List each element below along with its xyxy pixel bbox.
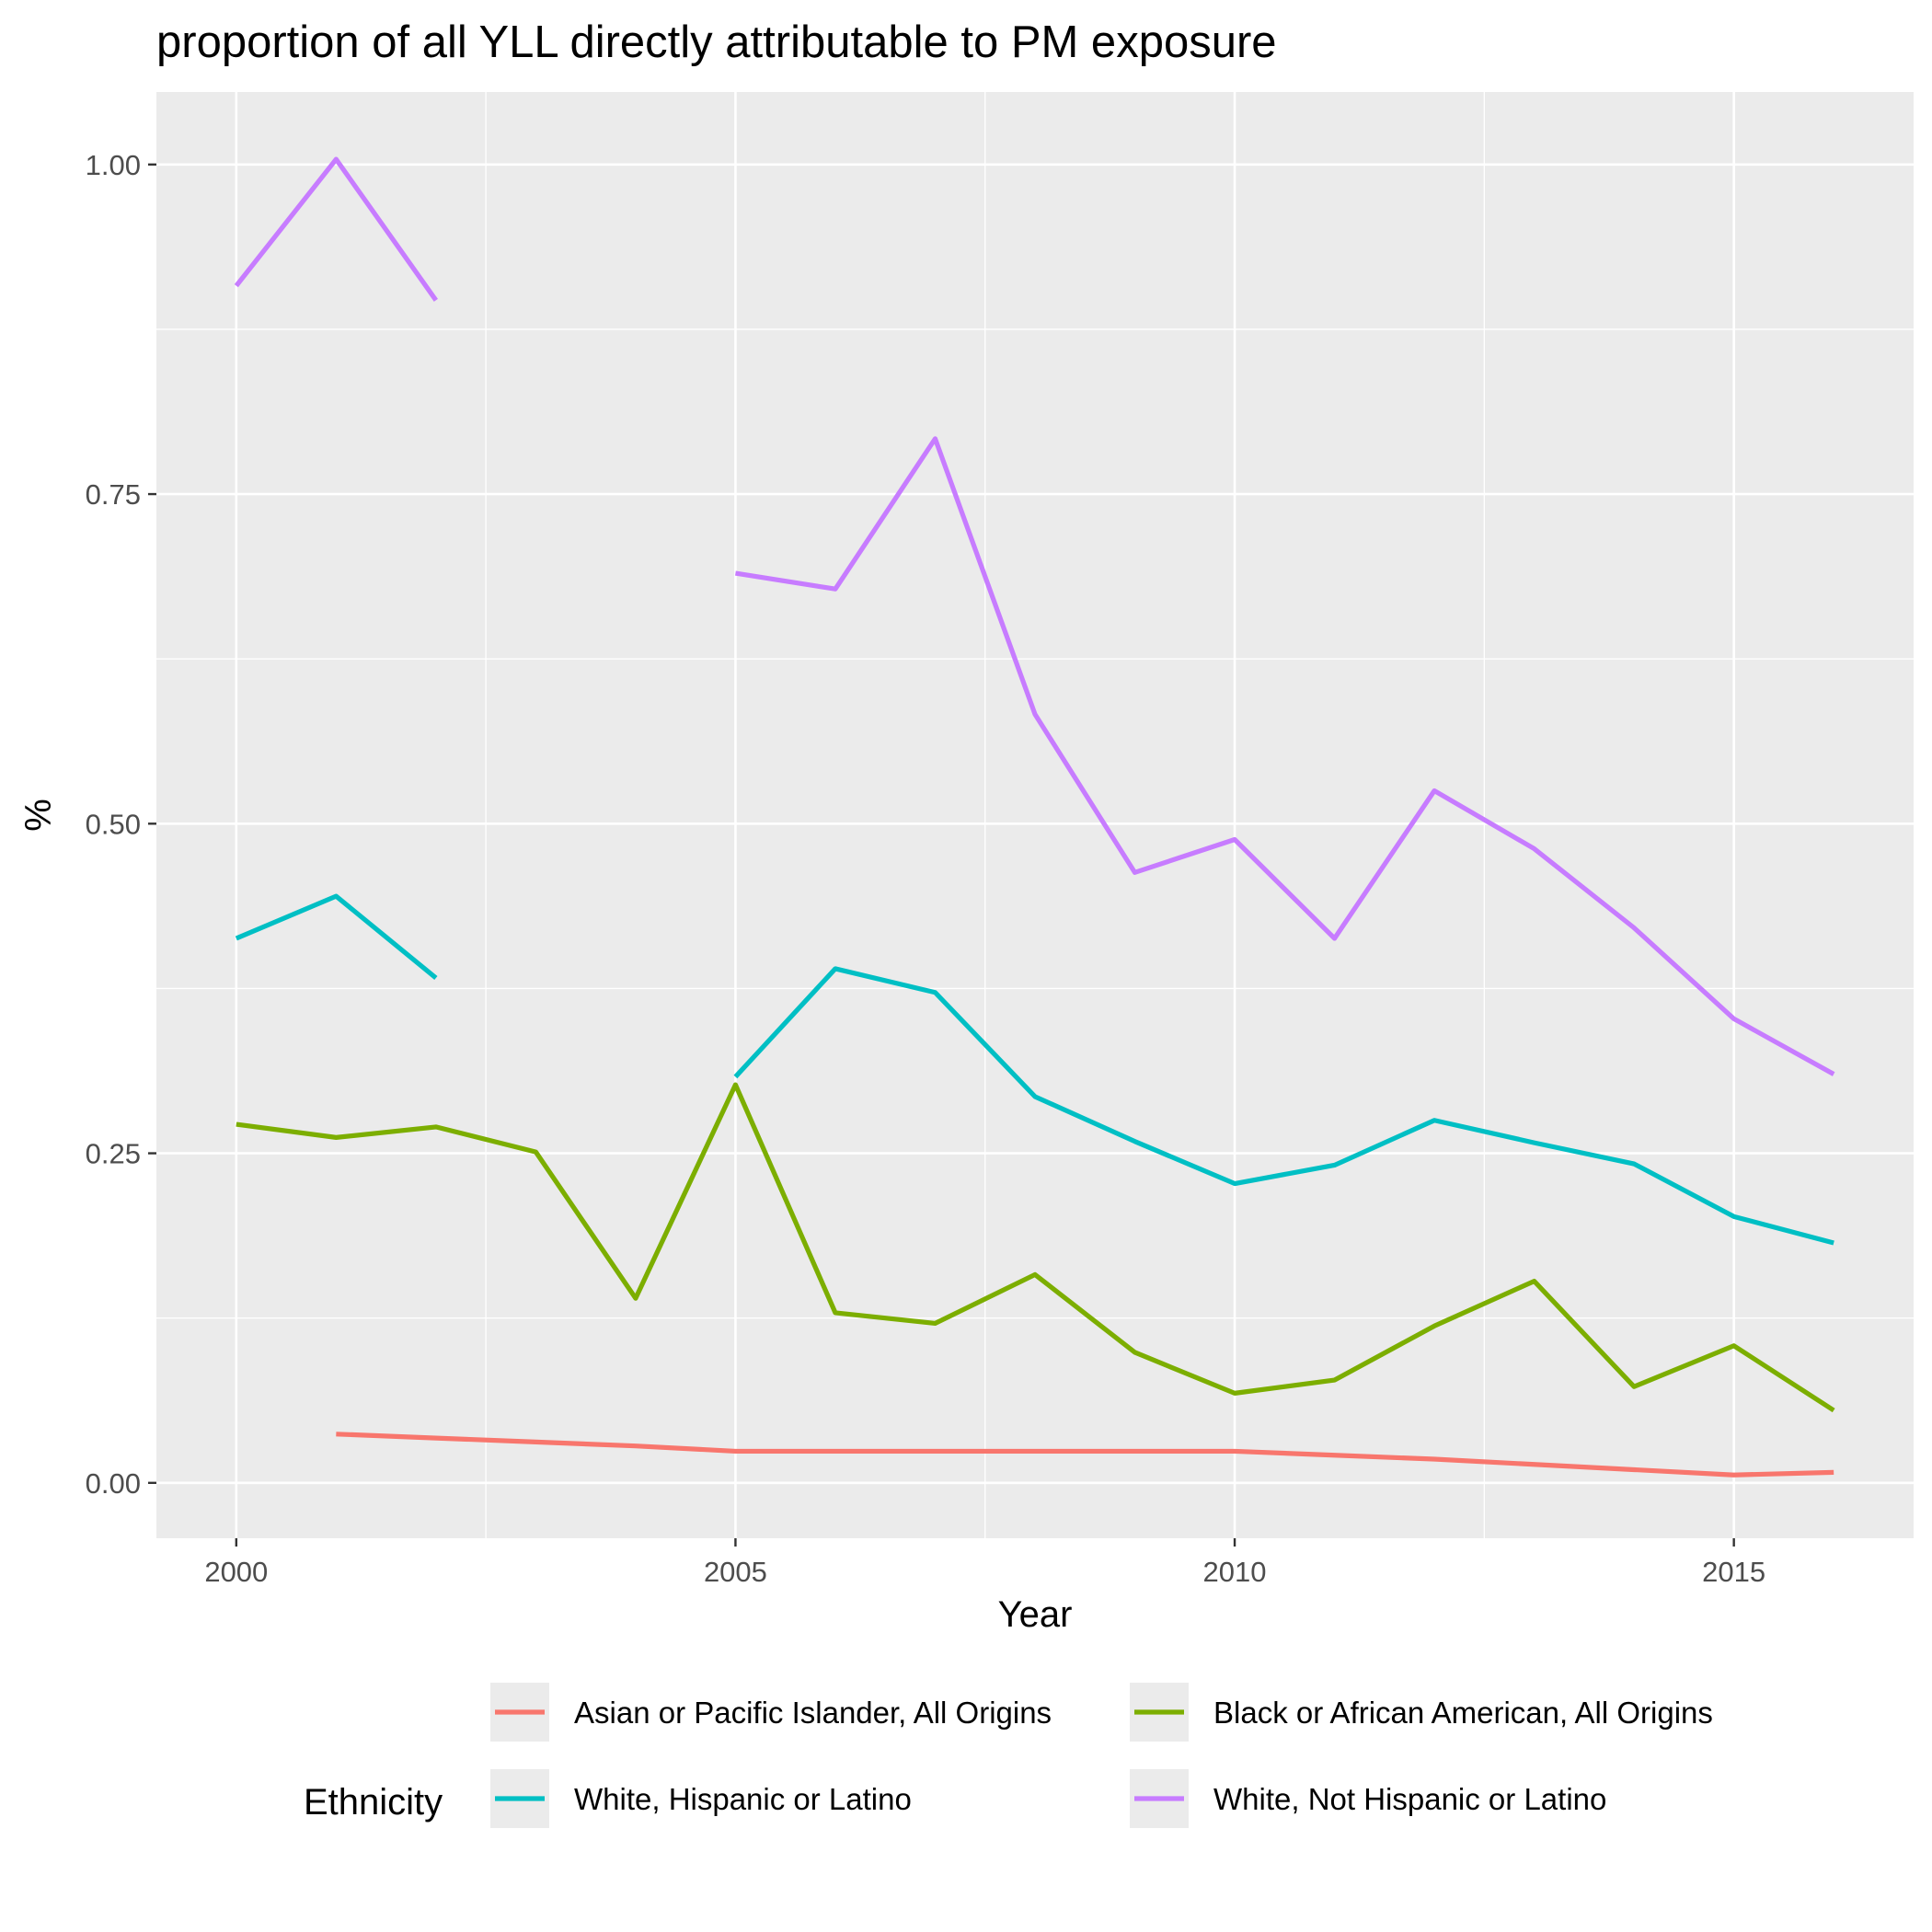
plot-panel [156,92,1914,1538]
legend-title: Ethnicity [304,1782,443,1823]
legend-item: White, Hispanic or Latino [489,1767,912,1830]
y-tick-label: 0.75 [86,478,141,511]
series-line [234,156,1835,1076]
series-line [236,1082,1835,1413]
x-tick-label: 2010 [1203,1556,1267,1588]
legend-item: White, Not Hispanic or Latino [1128,1767,1606,1830]
x-tick-label: 2005 [704,1556,767,1588]
series-group [336,1432,1834,1478]
grid-major [156,92,1914,1538]
legend-item: Asian or Pacific Islander, All Origins [489,1681,1052,1743]
y-tick-label: 0.25 [86,1138,141,1170]
y-tick-label: 1.00 [86,149,141,181]
legend-label: White, Not Hispanic or Latino [1213,1782,1606,1816]
y-tick-label: 0.00 [86,1467,141,1500]
legend-label: Black or African American, All Origins [1213,1696,1713,1730]
y-tick-label: 0.50 [86,808,141,840]
x-tick-label: 2015 [1702,1556,1765,1588]
legend-item: Black or African American, All Origins [1128,1681,1713,1743]
x-axis-title: Year [998,1594,1073,1635]
series-layer [234,156,1835,1478]
y-axis-title: % [18,799,59,832]
legend-label: Asian or Pacific Islander, All Origins [574,1696,1052,1730]
series-line [235,893,1834,1246]
series-group [235,893,1834,1246]
x-tick-label: 2000 [204,1556,268,1588]
y-axis: 0.00 0.25 0.50 0.75 1.00 [86,149,156,1500]
x-axis: 2000 2005 2010 2015 [204,1538,1765,1588]
series-group [234,156,1835,1076]
legend: Ethnicity Asian or Pacific Islander, All… [304,1681,1713,1830]
grid-minor [156,92,1914,1538]
series-group [236,1082,1835,1413]
chart-title: proportion of all YLL directly attributa… [156,17,1277,67]
series-line [336,1432,1834,1478]
legend-label: White, Hispanic or Latino [574,1782,912,1816]
